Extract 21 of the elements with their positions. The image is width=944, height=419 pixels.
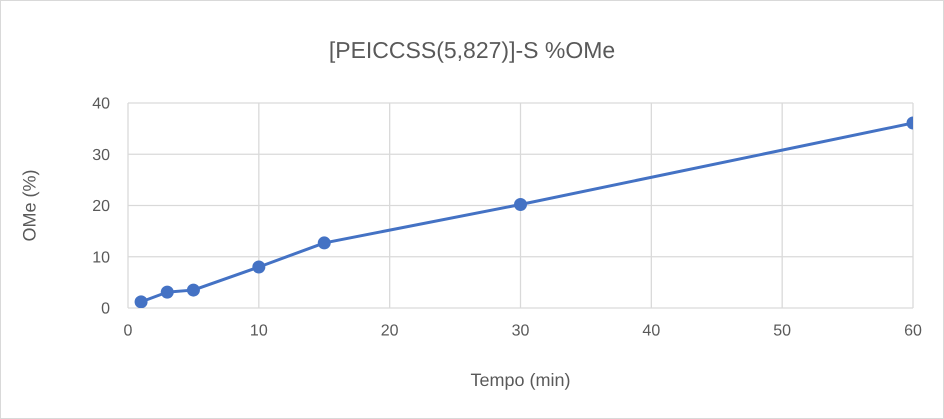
chart-title: [PEICCSS(5,827)]-S %OMe [328, 37, 616, 64]
point [318, 236, 331, 250]
y-tick-label: 20 [92, 198, 110, 216]
x-tick-label: 60 [904, 322, 922, 340]
x-tick-label: 50 [773, 322, 792, 340]
x-tick-label: 20 [380, 322, 399, 340]
point [514, 198, 527, 211]
x-tick-label: 40 [642, 322, 660, 340]
y-tick-label: 0 [101, 300, 110, 318]
point [186, 284, 200, 297]
y-tick-label: 40 [92, 96, 110, 113]
point [252, 260, 266, 274]
x-axis-title: Tempo (min) [470, 370, 571, 390]
x-tick-label: 30 [512, 322, 530, 340]
y-tick-label: 10 [92, 249, 110, 266]
x-tick-label: 10 [250, 322, 268, 340]
point [134, 295, 148, 308]
x-tick-label: 0 [124, 322, 133, 340]
point [160, 286, 174, 299]
y-tick-label: 30 [92, 146, 110, 164]
y-axis-title: OMe (%) [19, 170, 40, 242]
